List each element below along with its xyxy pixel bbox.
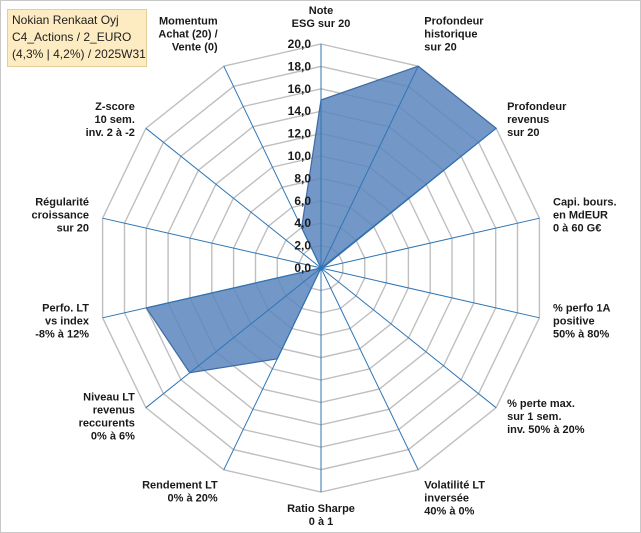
info-box: Nokian Renkaat Oyj C4_Actions / 2_EURO (… <box>7 9 147 67</box>
axis-spoke <box>223 65 322 269</box>
axis-label-line: inv. 2 à -2 <box>86 127 135 139</box>
axis-label: Rendement LT 0% à 20% <box>142 479 218 504</box>
axis-label: Capi. bours. en MdEUR 0 à 60 G€ <box>553 197 617 235</box>
axis-spoke <box>145 267 322 409</box>
axis-label-line: inversée <box>424 492 469 504</box>
axis-label-line: Note <box>309 5 333 17</box>
axis-spoke <box>102 217 322 269</box>
axis-label-line: 0% à 20% <box>168 492 218 504</box>
axis-label-line: Volatilité LT <box>424 479 485 491</box>
tick-label: 10,0 <box>288 149 312 163</box>
tick-label: 8,0 <box>294 171 311 185</box>
axis-label-line: -8% à 12% <box>35 329 89 341</box>
axis-label-line: Profondeur <box>424 16 484 28</box>
tick-label: 6,0 <box>294 194 311 208</box>
axis-label-line: Profondeur <box>507 101 567 113</box>
axis-label-line: positive <box>553 316 595 328</box>
axis-label-line: 0 à 60 G€ <box>553 223 601 235</box>
axis-label: Volatilité LT inversée 40% à 0% <box>424 479 485 517</box>
axis-spoke <box>102 267 322 319</box>
axis-label-line: ESG sur 20 <box>292 18 351 30</box>
axis-label: Momentum Achat (20) / Vente (0) <box>158 16 218 54</box>
tick-label: 18,0 <box>288 59 312 73</box>
axis-label-line: 0 à 1 <box>309 516 333 528</box>
axis-label-line: sur 20 <box>57 223 89 235</box>
axis-label-line: reccurents <box>79 417 135 429</box>
axis-label-line: 0% à 6% <box>91 430 135 442</box>
axis-label: Profondeur historique sur 20 <box>424 16 484 54</box>
tick-label: 0,0 <box>294 261 311 275</box>
axis-label: % perfo 1A positive 50% à 80% <box>553 303 611 341</box>
tick-label: 14,0 <box>288 104 312 118</box>
axis-label-line: sur 20 <box>507 127 539 139</box>
axis-label-line: revenus <box>507 114 549 126</box>
company-name: Nokian Renkaat Oyj <box>12 13 119 27</box>
axis-label-line: revenus <box>93 404 135 416</box>
axis-label: % perte max. sur 1 sem. inv. 50% à 20% <box>507 398 585 436</box>
tick-label: 4,0 <box>294 216 311 230</box>
axis-label-line: sur 1 sem. <box>507 411 561 423</box>
axis-spoke <box>320 267 540 319</box>
axis-spoke <box>320 65 419 269</box>
tick-label: 20,0 <box>288 37 312 51</box>
period-info: (4,3% | 4,2%) / 2025W31 <box>12 47 146 61</box>
axis-label: Perfo. LT vs index -8% à 12% <box>35 303 90 341</box>
axis-spoke <box>145 127 322 269</box>
axis-label-line: Rendement LT <box>142 479 218 491</box>
axis-label-line: Achat (20) / <box>158 29 217 41</box>
category: C4_Actions / 2_EURO <box>12 30 132 44</box>
axis-label-line: en MdEUR <box>553 210 608 222</box>
axis-spoke <box>223 267 322 471</box>
axis-spoke <box>320 267 497 409</box>
axis-label-line: historique <box>424 29 477 41</box>
axis-spoke <box>320 217 540 269</box>
axis-label-line: 40% à 0% <box>424 505 474 517</box>
axis-label-line: 50% à 80% <box>553 329 609 341</box>
axis-label-line: Momentum <box>159 16 218 28</box>
tick-label: 2,0 <box>294 239 311 253</box>
axis-label-line: Capi. bours. <box>553 197 617 209</box>
tick-label: 12,0 <box>288 127 312 141</box>
axis-spoke <box>320 127 497 269</box>
tick-label: 16,0 <box>288 82 312 96</box>
axis-label-line: 10 sem. <box>95 114 135 126</box>
axis-label-line: Niveau LT <box>83 391 135 403</box>
axis-label-line: % perte max. <box>507 398 575 410</box>
axis-label-line: % perfo 1A <box>553 303 611 315</box>
axis-label-line: Perfo. LT <box>42 303 89 315</box>
axis-label-line: sur 20 <box>424 42 456 54</box>
axis-label: Note ESG sur 20 <box>292 5 351 30</box>
axis-spoke <box>320 267 419 471</box>
axis-label-line: inv. 50% à 20% <box>507 424 585 436</box>
axis-label: Niveau LT revenus reccurents 0% à 6% <box>79 391 136 442</box>
axis-label: Profondeur revenus sur 20 <box>507 101 567 139</box>
axis-label-line: Vente (0) <box>172 42 218 54</box>
axis-label-line: Régularité <box>35 197 89 209</box>
axis-label-line: vs index <box>45 316 90 328</box>
axis-label-line: Z-score <box>95 101 135 113</box>
axis-label-line: croissance <box>32 210 89 222</box>
axis-label-line: Ratio Sharpe <box>287 503 355 515</box>
axis-label: Ratio Sharpe 0 à 1 <box>287 503 355 528</box>
axis-label: Régularité croissance sur 20 <box>32 197 89 235</box>
axis-label: Z-score 10 sem. inv. 2 à -2 <box>86 101 135 139</box>
